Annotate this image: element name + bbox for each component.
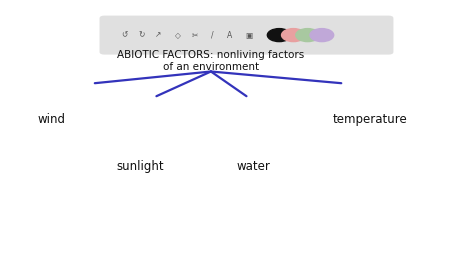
Text: water: water [237, 160, 271, 173]
Text: ↗: ↗ [155, 31, 162, 40]
Text: ↺: ↺ [121, 31, 128, 40]
FancyBboxPatch shape [100, 16, 393, 55]
Text: ▣: ▣ [246, 31, 253, 40]
Text: of an environment: of an environment [163, 62, 259, 72]
Text: sunlight: sunlight [116, 160, 164, 173]
Text: ↻: ↻ [138, 31, 145, 40]
Text: ◇: ◇ [175, 31, 181, 40]
Circle shape [282, 29, 305, 42]
Text: ABIOTIC FACTORS: nonliving factors: ABIOTIC FACTORS: nonliving factors [117, 50, 305, 60]
Circle shape [267, 29, 291, 42]
Text: A: A [227, 31, 232, 40]
Text: ✂: ✂ [192, 31, 199, 40]
Circle shape [296, 29, 319, 42]
Text: /: / [211, 31, 214, 40]
Text: temperature: temperature [333, 113, 408, 126]
Circle shape [310, 29, 334, 42]
Text: wind: wind [38, 113, 66, 126]
